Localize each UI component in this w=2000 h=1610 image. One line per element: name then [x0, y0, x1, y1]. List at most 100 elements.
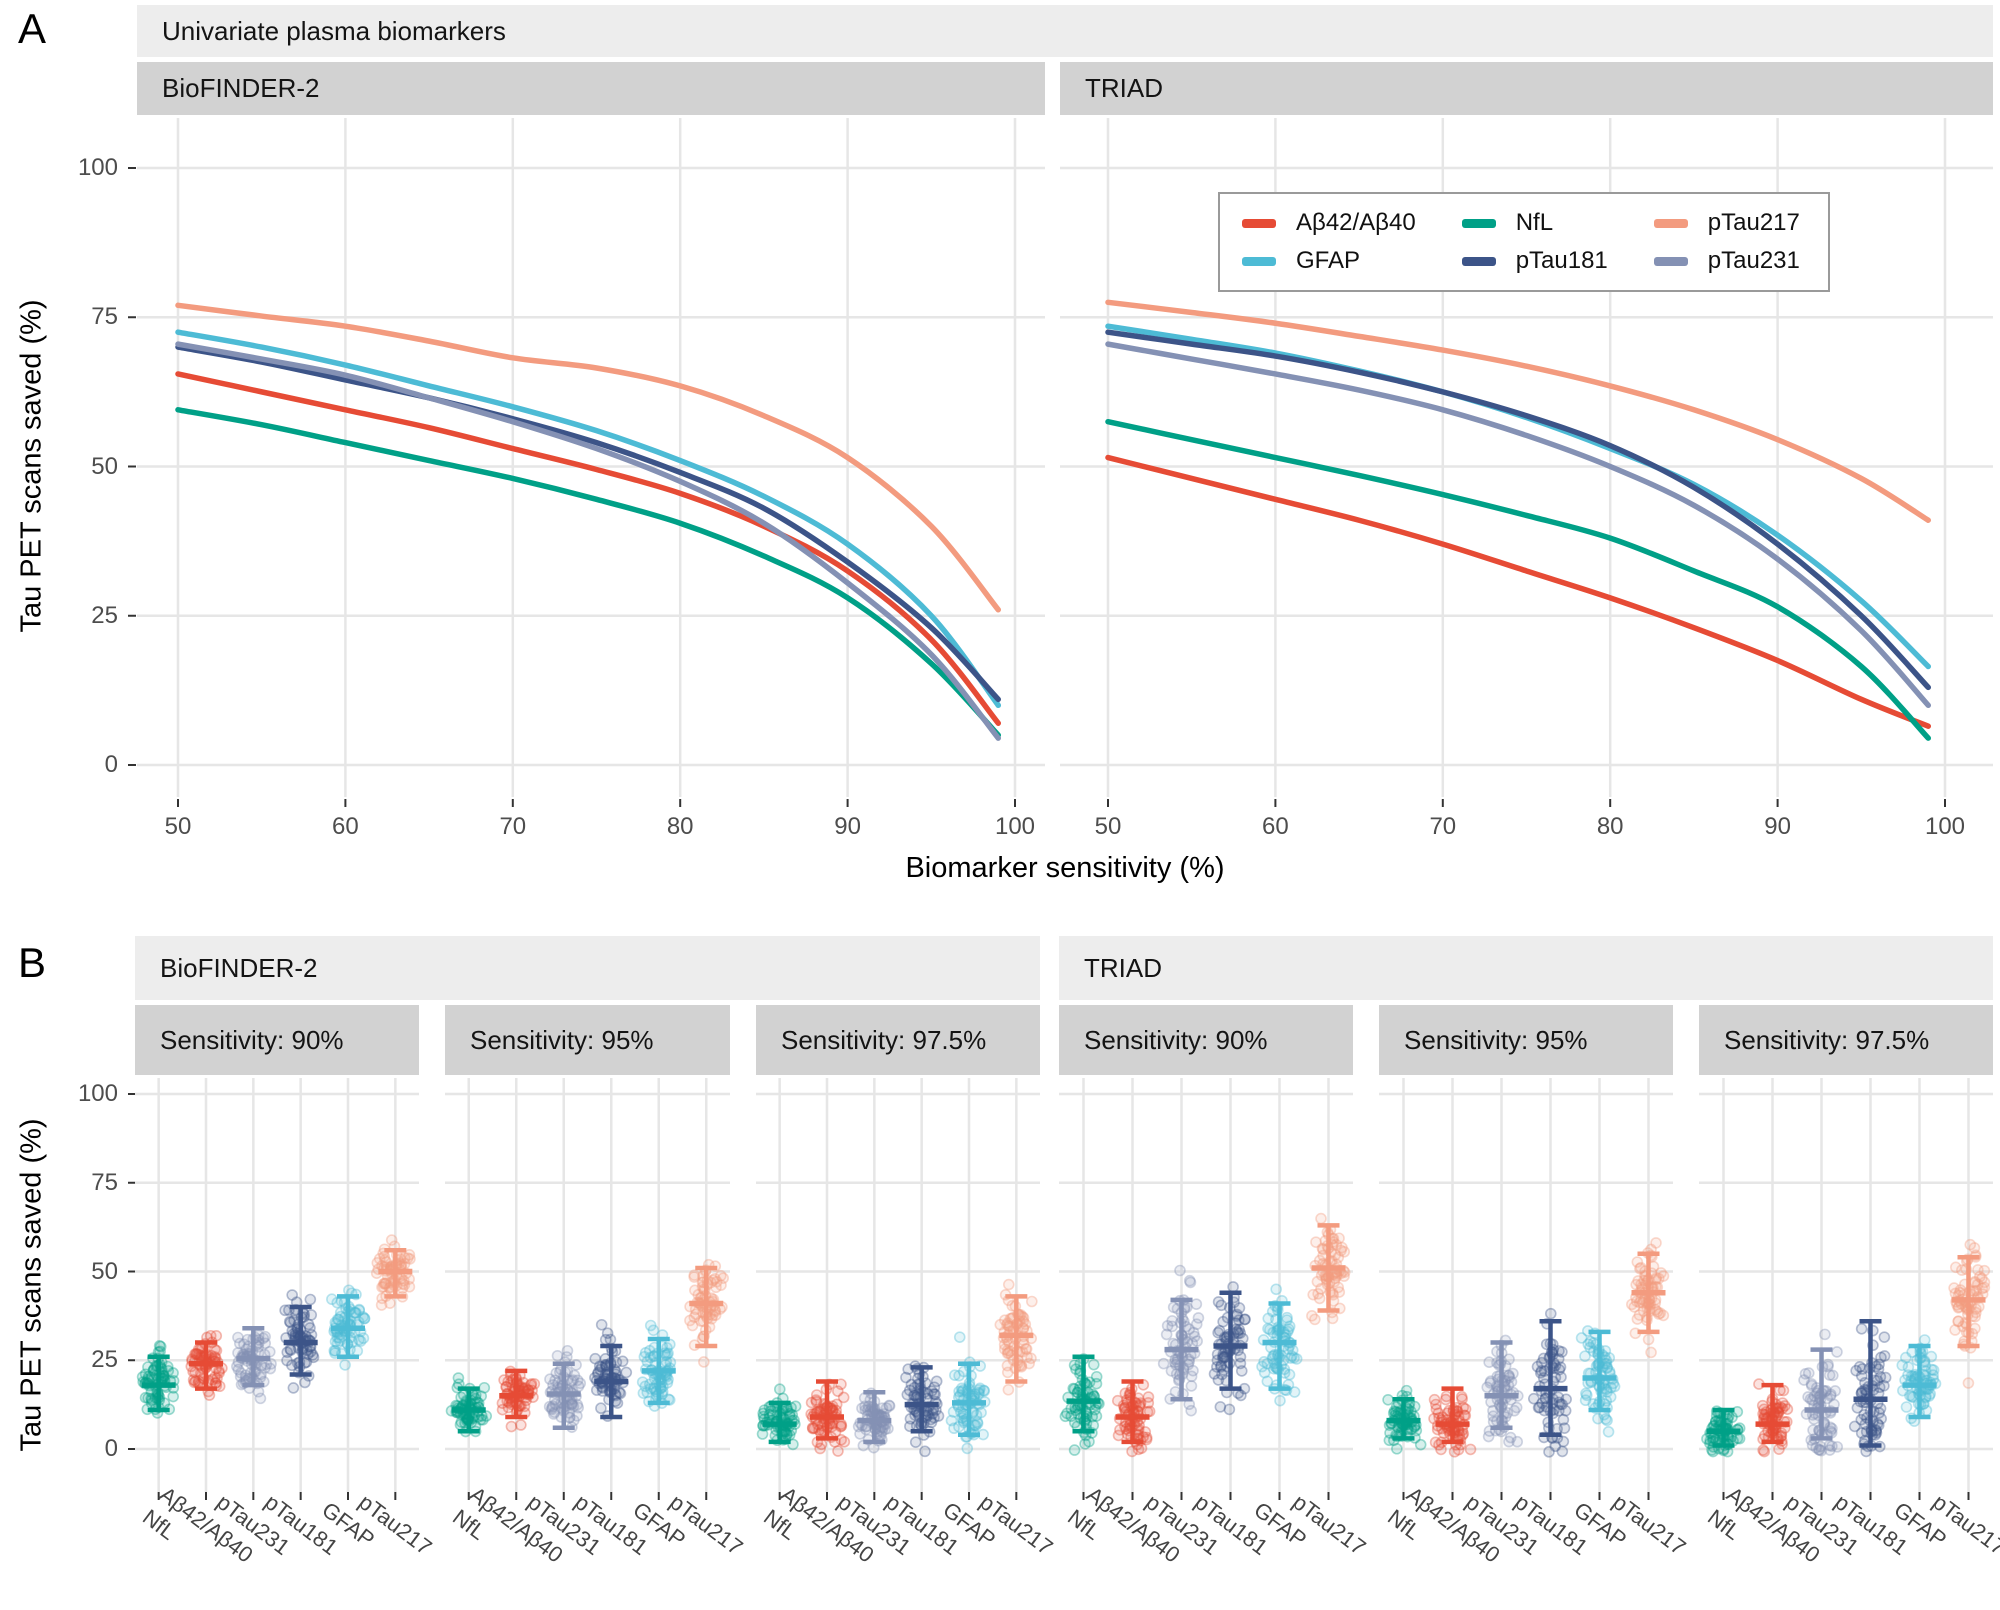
jitter-point	[1256, 1360, 1268, 1373]
jitter-point	[643, 1344, 656, 1357]
jitter-point	[1485, 1396, 1497, 1408]
jitter-point	[1456, 1393, 1468, 1405]
jitter-point	[660, 1355, 673, 1368]
jitter-point	[692, 1288, 705, 1301]
jitter-point	[528, 1378, 541, 1390]
jitter-point	[1650, 1237, 1662, 1249]
jitter-point	[1964, 1238, 1977, 1251]
jitter-point	[136, 1371, 149, 1383]
jitter-point	[928, 1381, 941, 1394]
legend: Aβ42/Aβ40 GFAP NfL pTau181 pTau217 pTau2…	[1218, 192, 1830, 292]
jitter-point	[1848, 1420, 1861, 1433]
jitter-point	[167, 1367, 179, 1379]
jitter-point	[859, 1404, 872, 1416]
jitter-point	[1184, 1276, 1197, 1289]
jitter-point	[706, 1309, 719, 1322]
jitter-point	[398, 1274, 410, 1287]
jitter-point	[592, 1366, 605, 1379]
jitter-point	[641, 1355, 654, 1368]
jitter-point	[595, 1402, 607, 1415]
jitter-point	[401, 1252, 414, 1264]
jitter-point	[142, 1370, 155, 1383]
jitter-point	[903, 1384, 916, 1397]
jitter-point	[331, 1313, 344, 1326]
jitter-point	[1978, 1264, 1991, 1277]
jitter-point	[384, 1297, 396, 1309]
facet-strip-triad-a-label: TRIAD	[1085, 73, 1163, 103]
jitter-point	[909, 1436, 922, 1448]
jitter-point	[1087, 1419, 1100, 1432]
jitter-point	[595, 1318, 608, 1331]
jitter-point	[187, 1374, 200, 1386]
jitter-point	[353, 1333, 365, 1346]
jitter-point	[139, 1391, 152, 1404]
jitter-point	[1316, 1242, 1329, 1255]
jitter-point	[259, 1337, 272, 1350]
x-tick-label: 100	[1924, 813, 1966, 840]
jitter-point	[661, 1342, 673, 1354]
jitter-point	[1142, 1397, 1155, 1409]
jitter-point	[1826, 1422, 1838, 1435]
x-tick-label: 50	[164, 813, 192, 840]
jitter-point	[231, 1360, 243, 1373]
jitter-point	[1580, 1387, 1592, 1400]
jitter-point	[1026, 1295, 1038, 1308]
jitter-point	[1628, 1301, 1641, 1313]
jitter-point	[814, 1442, 826, 1455]
jitter-point	[925, 1385, 938, 1397]
jitter-point	[590, 1384, 603, 1396]
jitter-point	[357, 1332, 370, 1345]
jitter-point	[1232, 1314, 1245, 1327]
jitter-point	[397, 1277, 409, 1290]
jitter-point	[1458, 1409, 1470, 1422]
jitter-point	[547, 1408, 560, 1420]
jitter-point	[480, 1410, 493, 1422]
jitter-point	[1584, 1341, 1596, 1354]
jitter-point	[1487, 1410, 1500, 1423]
x-tick-label: 100	[994, 813, 1036, 840]
sensitivity-strip-triad-95: Sensitivity: 95%	[1379, 1005, 1673, 1075]
jitter-point	[620, 1366, 633, 1379]
jitter-point	[644, 1351, 657, 1364]
jitter-point	[835, 1420, 848, 1432]
jitter-point	[206, 1373, 219, 1386]
jitter-point	[380, 1256, 392, 1268]
panel-a-outer-strip: Univariate plasma biomarkers	[137, 5, 1993, 57]
y-tick-label: 0	[104, 751, 118, 778]
jitter-point	[925, 1416, 938, 1429]
x-axis-title-a: Biomarker sensitivity (%)	[905, 852, 1225, 884]
jitter-point	[883, 1399, 895, 1412]
jitter-point	[832, 1445, 844, 1457]
jitter-point	[883, 1400, 896, 1412]
jitter-point	[715, 1269, 727, 1282]
jitter-point	[1311, 1275, 1324, 1288]
jitter-point	[380, 1277, 392, 1289]
jitter-point	[404, 1253, 416, 1265]
jitter-point	[1819, 1328, 1831, 1341]
jitter-point	[525, 1378, 538, 1390]
jitter-point	[1971, 1278, 1984, 1291]
jitter-point	[859, 1400, 871, 1413]
jitter-point	[286, 1325, 299, 1337]
jitter-point	[544, 1373, 556, 1386]
jitter-point	[1223, 1403, 1236, 1416]
jitter-point	[287, 1328, 300, 1340]
jitter-point	[333, 1332, 345, 1344]
jitter-point	[637, 1387, 650, 1399]
jitter-point	[647, 1324, 660, 1337]
jitter-point	[331, 1331, 344, 1344]
jitter-point	[1807, 1424, 1819, 1436]
jitter-point	[162, 1365, 175, 1377]
sensitivity-strip-bf2-95: Sensitivity: 95%	[445, 1005, 730, 1075]
cohort-strip-triad-b: TRIAD	[1059, 936, 1993, 1000]
jitter-point	[756, 1428, 769, 1440]
jitter-point	[505, 1420, 518, 1433]
jitter-point	[596, 1361, 608, 1373]
jitter-point	[210, 1344, 223, 1357]
jitter-point	[257, 1332, 270, 1345]
jitter-point	[187, 1365, 199, 1378]
jitter-point	[1707, 1445, 1719, 1458]
sensitivity-strip-bf2-90: Sensitivity: 90%	[135, 1005, 419, 1075]
jitter-point	[834, 1420, 847, 1433]
jitter-point	[358, 1312, 371, 1325]
